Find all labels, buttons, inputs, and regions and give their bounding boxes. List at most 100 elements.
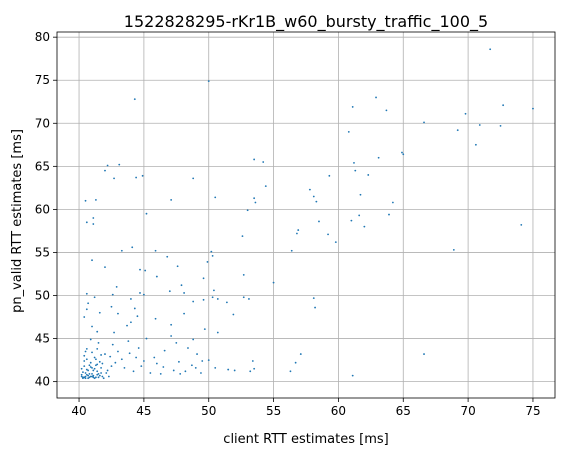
data-point	[95, 199, 97, 201]
data-point	[328, 174, 331, 177]
data-point	[176, 265, 179, 268]
data-point	[82, 377, 84, 380]
data-point	[478, 124, 481, 126]
data-point	[107, 375, 110, 378]
data-point	[194, 366, 197, 369]
data-point	[111, 343, 114, 346]
data-point	[168, 290, 171, 293]
data-point	[85, 358, 88, 361]
data-point	[91, 325, 93, 328]
data-point	[350, 219, 353, 222]
data-point	[91, 259, 93, 262]
data-point	[358, 214, 361, 217]
data-point	[85, 348, 88, 350]
data-point	[89, 375, 92, 378]
y-tick-label: 60	[35, 202, 50, 216]
data-point	[314, 306, 316, 309]
data-point	[115, 286, 118, 288]
data-point	[249, 370, 252, 373]
data-point	[95, 376, 97, 379]
data-point	[113, 331, 115, 334]
data-point	[87, 377, 90, 380]
data-point	[133, 307, 136, 310]
data-point	[110, 305, 113, 308]
data-point	[353, 162, 355, 164]
data-point	[87, 374, 90, 377]
data-point	[211, 296, 214, 299]
data-point	[207, 359, 210, 362]
data-point	[135, 356, 138, 359]
data-point	[96, 348, 99, 350]
data-point	[106, 164, 109, 167]
x-tick-label: 60	[331, 404, 346, 418]
data-point	[456, 129, 459, 132]
data-point	[128, 352, 131, 355]
y-tick-label: 45	[35, 332, 50, 346]
data-point	[391, 201, 394, 204]
data-point	[312, 195, 315, 198]
data-point	[318, 220, 320, 223]
data-point	[202, 298, 205, 301]
data-point	[359, 193, 362, 196]
data-point	[520, 224, 523, 226]
data-point	[254, 201, 257, 204]
data-point	[502, 104, 505, 107]
data-point	[196, 353, 198, 355]
data-point	[145, 212, 148, 215]
data-point	[246, 209, 249, 212]
data-point	[109, 355, 112, 358]
data-point	[241, 235, 244, 238]
data-point	[385, 109, 388, 112]
data-point	[98, 374, 101, 377]
data-point	[85, 308, 88, 311]
data-point	[98, 311, 101, 314]
data-point	[80, 373, 83, 376]
data-point	[464, 112, 467, 115]
data-point	[104, 169, 106, 172]
data-point	[334, 241, 337, 244]
data-point	[179, 372, 182, 375]
data-point	[248, 298, 250, 300]
data-point	[100, 354, 102, 356]
data-point	[192, 177, 195, 180]
x-tick-label: 70	[460, 404, 475, 418]
data-point	[127, 340, 130, 343]
data-point	[93, 356, 96, 359]
data-point	[83, 376, 86, 379]
data-point	[183, 312, 185, 315]
data-point	[93, 377, 96, 380]
data-point	[474, 143, 477, 146]
data-point	[203, 328, 206, 331]
data-point	[214, 196, 217, 199]
data-point	[133, 98, 136, 101]
data-point	[84, 375, 87, 378]
data-point	[97, 372, 100, 375]
data-point	[489, 48, 492, 51]
data-point	[113, 177, 115, 180]
data-point	[377, 156, 380, 159]
data-point	[253, 197, 256, 200]
data-point	[290, 249, 293, 252]
data-point	[96, 363, 99, 366]
data-point	[170, 323, 173, 326]
data-point	[92, 223, 95, 225]
data-point	[84, 199, 87, 202]
data-point	[154, 249, 157, 252]
data-point	[88, 372, 91, 375]
x-tick-label: 40	[71, 404, 86, 418]
data-point	[187, 347, 189, 349]
data-point	[83, 316, 86, 318]
data-point	[130, 321, 132, 324]
data-point	[84, 372, 87, 374]
data-point	[137, 347, 140, 349]
y-tick-label: 55	[35, 245, 50, 259]
data-point	[104, 353, 106, 355]
data-point	[83, 354, 86, 357]
data-point	[97, 376, 100, 379]
data-point	[347, 131, 350, 133]
data-point	[102, 377, 105, 380]
data-point	[110, 365, 113, 368]
data-point	[145, 337, 148, 340]
data-point	[85, 373, 88, 376]
data-point	[85, 368, 88, 371]
